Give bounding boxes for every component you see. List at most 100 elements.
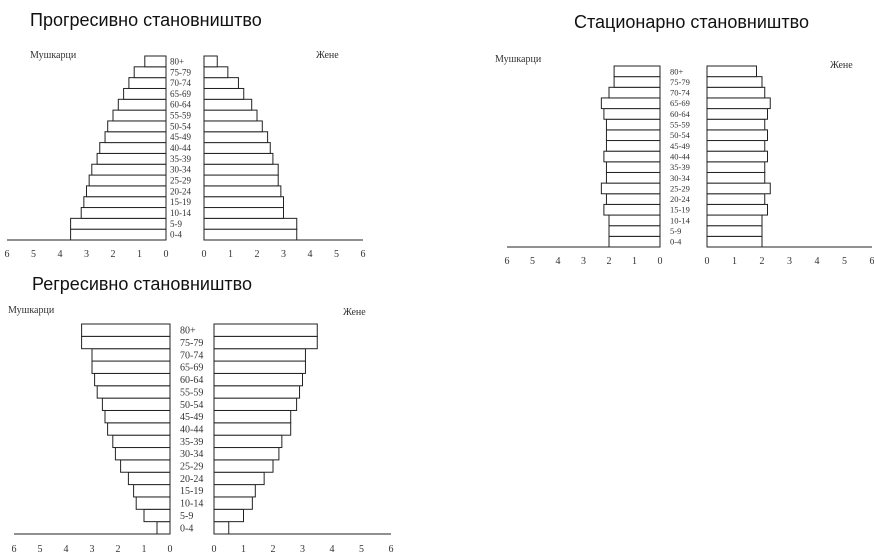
bar-female <box>706 150 768 163</box>
age-group-label: 40-44 <box>170 143 191 153</box>
bar-female <box>706 65 757 78</box>
bar-male <box>605 118 661 131</box>
x-tick-label: 3 <box>787 256 792 267</box>
bar-male <box>120 459 171 473</box>
bar-male <box>605 129 661 142</box>
x-tick-label: 5 <box>530 256 535 267</box>
bar-male <box>112 434 171 449</box>
bar-female <box>706 129 768 142</box>
bar-female <box>203 55 218 68</box>
age-group-label: 25-29 <box>180 462 203 473</box>
bar-female <box>203 142 271 154</box>
x-tick-label: 2 <box>111 249 116 260</box>
bar-female <box>213 422 292 436</box>
bar-female <box>706 193 766 205</box>
age-group-label: 55-59 <box>170 111 191 121</box>
age-group-label: 5-9 <box>180 511 193 522</box>
series-label-male: Мушкарци <box>30 50 77 61</box>
bar-female <box>213 521 230 535</box>
bar-female <box>203 152 274 165</box>
age-group-label: 50-54 <box>670 130 691 140</box>
bar-male <box>91 348 171 362</box>
bar-female <box>203 87 245 100</box>
age-group-label: 40-44 <box>180 424 203 435</box>
bar-female <box>706 76 763 88</box>
bar-male <box>91 360 171 374</box>
chart-title: Регресивно становништво <box>32 274 252 294</box>
x-tick-label: 6 <box>389 544 394 555</box>
age-group-label: 55-59 <box>670 120 690 130</box>
bar-female <box>203 207 284 219</box>
bar-male <box>613 76 661 88</box>
x-tick-label: 4 <box>58 249 63 260</box>
bar-male <box>94 372 171 387</box>
age-group-label: 65-69 <box>670 98 690 108</box>
bar-male <box>104 131 167 144</box>
bar-female <box>203 185 282 198</box>
bar-male <box>96 152 167 165</box>
bar-female <box>213 471 265 486</box>
bar-female <box>203 228 298 241</box>
age-group-label: 0-4 <box>170 230 182 240</box>
x-tick-label: 3 <box>281 249 286 260</box>
bar-female <box>706 235 763 248</box>
bar-female <box>706 108 768 120</box>
bar-male <box>104 409 171 424</box>
age-group-label: 75-79 <box>180 338 203 349</box>
bar-male <box>117 98 167 111</box>
chart-title: Стационарно становништво <box>574 12 809 32</box>
x-tick-label: 6 <box>870 256 874 267</box>
bar-female <box>706 203 768 216</box>
bar-female <box>203 196 284 209</box>
x-tick-label: 3 <box>581 256 586 267</box>
bar-male <box>605 171 661 184</box>
age-group-label: 10-14 <box>180 499 203 510</box>
age-group-label: 80+ <box>180 326 196 337</box>
bar-male <box>608 235 661 248</box>
bar-female <box>213 335 318 350</box>
age-group-label: 65-69 <box>180 363 203 374</box>
series-label-female: Жене <box>830 60 853 71</box>
bar-male <box>603 108 661 120</box>
bar-female <box>706 97 771 110</box>
bar-female <box>203 163 279 176</box>
bar-male <box>127 471 171 486</box>
age-group-label: 15-19 <box>670 205 690 215</box>
bar-female <box>203 217 298 230</box>
bar-male <box>133 484 171 498</box>
x-tick-label: 5 <box>359 544 364 555</box>
pyramid-chart-1: Прогресивно становништво Мушкарци Жене 0-4 5… <box>5 10 366 260</box>
bar-female <box>213 434 283 449</box>
age-group-label: 30-34 <box>670 173 691 183</box>
bar-male <box>81 335 171 350</box>
bar-male <box>603 203 661 216</box>
bar-male <box>600 182 661 195</box>
age-group-label: 35-39 <box>170 154 191 164</box>
series-label-female: Жене <box>343 307 366 318</box>
x-tick-label: 1 <box>241 544 246 555</box>
x-tick-label: 0 <box>164 249 169 260</box>
age-group-label: 25-29 <box>170 176 191 186</box>
x-tick-label: 3 <box>300 544 305 555</box>
age-group-label: 45-49 <box>180 412 203 423</box>
bar-male <box>96 385 171 399</box>
bar-female <box>203 77 239 89</box>
bar-male <box>613 65 661 78</box>
bar-female <box>203 120 263 133</box>
bar-female <box>203 109 258 122</box>
bar-female <box>213 459 274 473</box>
series-label-female: Жене <box>316 50 339 61</box>
bar-female <box>213 447 280 461</box>
x-tick-label: 2 <box>255 249 260 260</box>
age-group-label: 10-14 <box>670 215 691 225</box>
x-tick-label: 0 <box>168 544 173 555</box>
x-tick-label: 6 <box>361 249 366 260</box>
bar-female <box>213 508 244 523</box>
bar-female <box>203 131 269 144</box>
age-group-label: 20-24 <box>170 186 191 196</box>
bar-male <box>133 66 167 79</box>
chart-title: Прогресивно становништво <box>30 10 262 30</box>
x-tick-label: 2 <box>116 544 121 555</box>
x-tick-label: 4 <box>64 544 69 555</box>
bar-male <box>123 87 167 100</box>
